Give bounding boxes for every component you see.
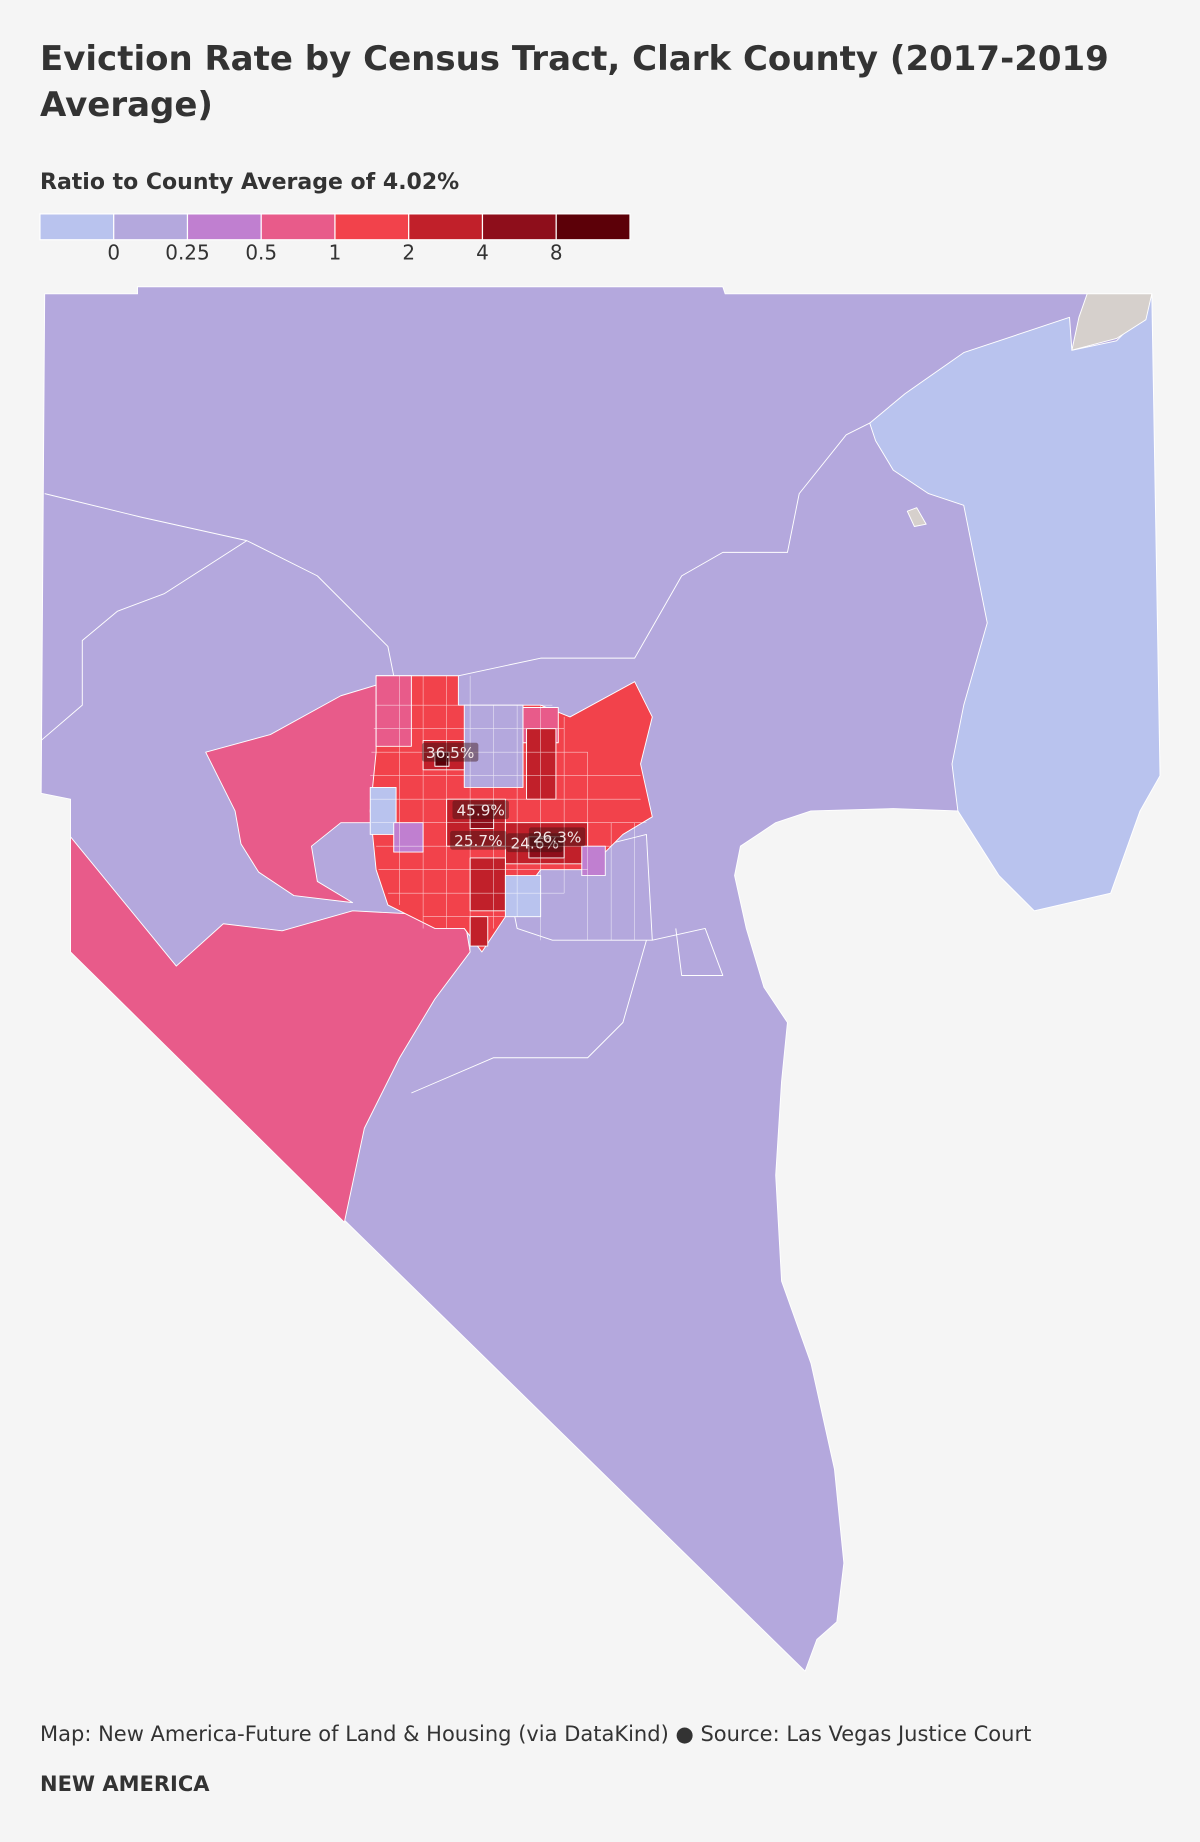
legend-swatch xyxy=(39,213,115,241)
tract xyxy=(375,675,412,747)
tract-label: 45.9% xyxy=(456,802,504,820)
legend-swatch xyxy=(555,213,631,241)
legend-tick-label: 0.5 xyxy=(245,241,277,265)
tract-grid xyxy=(370,675,647,952)
legend-tick-label: 8 xyxy=(550,241,563,265)
legend-tick-label: 1 xyxy=(329,241,342,265)
tract xyxy=(469,916,489,947)
tract-label-bg xyxy=(450,830,507,850)
tract xyxy=(504,875,542,918)
grid-lines xyxy=(370,675,647,952)
tract-labels: 36.5% 45.9% 25.7% 24.6%26.3% xyxy=(421,742,586,853)
tract-label-bg xyxy=(421,742,479,762)
legend-tick-label: 4 xyxy=(476,241,489,265)
tract-region xyxy=(205,681,389,904)
tract xyxy=(469,857,506,912)
boundary xyxy=(40,540,248,741)
boundary xyxy=(411,940,647,1094)
source-note: Map: New America-Future of Land & Housin… xyxy=(40,1722,1032,1746)
brand: NEW AMERICA xyxy=(40,1772,210,1796)
no-data-area xyxy=(1071,293,1153,351)
tract xyxy=(581,845,606,877)
boundary xyxy=(458,422,870,677)
tract xyxy=(369,786,397,835)
legend-swatch xyxy=(408,213,484,241)
legend-tick-label: 0.25 xyxy=(165,241,209,265)
boundary xyxy=(44,493,395,676)
legend-tick-label: 0 xyxy=(107,241,120,265)
lake-area xyxy=(869,293,1161,912)
legend-swatch xyxy=(481,213,557,241)
tract-label: 36.5% xyxy=(426,744,475,762)
boundary xyxy=(652,927,724,976)
tract-label-bg xyxy=(452,800,509,820)
no-data-island xyxy=(906,507,927,527)
legend-tick-label: 2 xyxy=(402,241,415,265)
legend-swatch xyxy=(334,213,410,241)
tract-label: 25.7% xyxy=(454,832,503,850)
title: Eviction Rate by Census Tract, Clark Cou… xyxy=(40,39,1109,125)
legend-title: Ratio to County Average of 4.02% xyxy=(40,170,460,195)
legend-swatch xyxy=(260,213,336,241)
legend: 0 0.25 0.5 1 2 4 8 xyxy=(39,213,631,265)
legend-swatch xyxy=(186,213,262,241)
county-map xyxy=(40,286,1161,1672)
tract-label: 24.6% xyxy=(511,835,560,853)
tract-label-bg xyxy=(528,827,586,847)
tract-label: 26.3% xyxy=(533,829,582,847)
tract xyxy=(393,822,424,853)
tract-label-bg xyxy=(506,833,563,853)
tract xyxy=(526,728,557,800)
legend-swatch xyxy=(113,213,189,241)
